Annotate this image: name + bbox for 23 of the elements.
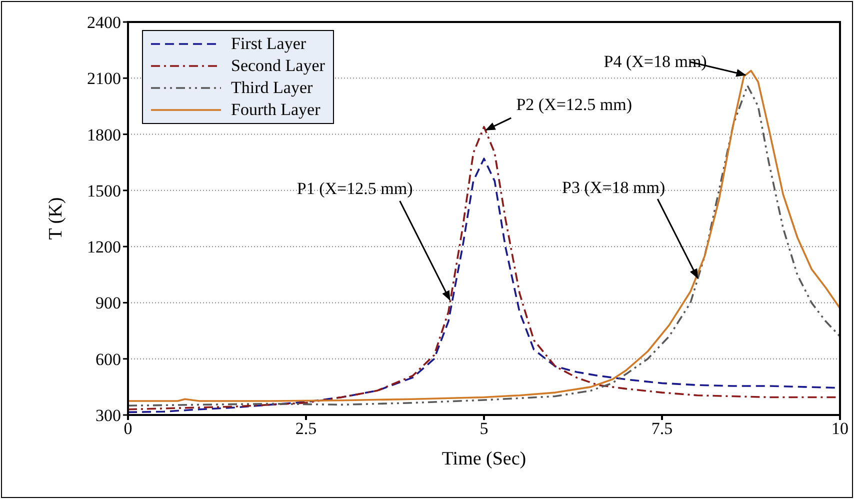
annotation: P3 (X=18 mm) <box>562 178 666 197</box>
y-tick-label: 2400 <box>87 13 121 32</box>
x-tick-label: 7.5 <box>651 419 673 438</box>
y-tick-label: 1500 <box>87 181 121 200</box>
x-axis-title: Time (Sec) <box>442 448 526 470</box>
legend-label: Second Layer <box>231 56 325 76</box>
x-tick-label: 10 <box>832 419 848 438</box>
x-tick-label: 5 <box>480 419 488 438</box>
annotation: P2 (X=12.5 mm) <box>516 94 632 114</box>
y-tick-label: 900 <box>96 294 121 313</box>
annotation: P4 (X=18 mm) <box>604 52 707 71</box>
y-tick-label: 600 <box>96 350 121 369</box>
x-tick-label: 0 <box>124 419 132 438</box>
legend-label: Third Layer <box>231 78 313 98</box>
legend-label: First Layer <box>231 34 306 54</box>
legend-label: Fourth Layer <box>231 100 320 120</box>
y-axis-title: T (K) <box>46 197 67 240</box>
y-tick-label: 1800 <box>87 125 121 144</box>
x-tick-label: 2.5 <box>295 419 317 438</box>
annotation: P1 (X=12.5 mm) <box>296 178 413 198</box>
y-tick-label: 1200 <box>87 238 121 257</box>
y-tick-label: 300 <box>96 406 121 426</box>
y-tick-label: 2100 <box>87 69 121 88</box>
